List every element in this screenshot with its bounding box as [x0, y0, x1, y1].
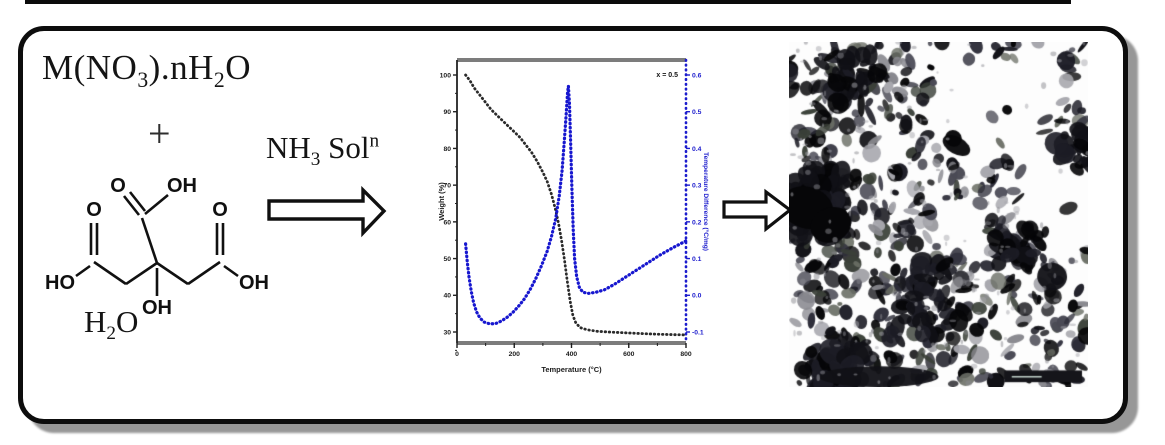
right-tick-label: 0.6 — [692, 72, 702, 79]
plus-sign: + — [148, 111, 171, 156]
right-tick-label: 0.0 — [692, 293, 702, 300]
formula-text: ).nH — [148, 48, 214, 87]
x-tick-label: 800 — [680, 351, 692, 358]
right-axis-title: Temperature Difference (°C/mg) — [702, 152, 710, 251]
formula-text: Sol — [320, 130, 370, 165]
right-tick-label: 0.5 — [692, 109, 702, 116]
plot-annotation: x = 0.5 — [656, 72, 678, 79]
right-tick-label: 0.4 — [692, 146, 702, 153]
atom-label-o: O — [86, 199, 102, 221]
series-1 — [464, 73, 688, 337]
right-tick-label: 0.1 — [692, 256, 702, 263]
left-tick-label: 50 — [443, 256, 451, 263]
formula-sub: 3 — [137, 68, 149, 92]
tga-dta-plot: 100 90 80 70 60 50 40 30 0.6 0.5 0.4 0.3 0.2 0.1 0.0 -0… — [438, 58, 710, 374]
formula-text: M(NO — [42, 48, 138, 87]
arrow-right-icon — [722, 188, 793, 233]
left-tick-label: 80 — [443, 146, 451, 153]
reactant-formula: M(NO3).nH2O — [42, 48, 251, 93]
series-2 — [464, 85, 688, 326]
left-tick-label: 70 — [443, 183, 451, 190]
left-axis-title: Weight (%) — [438, 182, 446, 221]
left-tick-label: 90 — [443, 109, 451, 116]
hydrate-label: H2O — [84, 304, 138, 345]
left-tick-label: 40 — [443, 293, 451, 300]
atom-label-o: O — [110, 175, 126, 197]
atom-label-o: O — [212, 199, 228, 221]
tem-micrograph — [789, 42, 1088, 387]
atom-label-ho: HO — [45, 272, 75, 294]
left-tick-label: 30 — [443, 329, 451, 336]
x-tick-label: 600 — [623, 351, 635, 358]
arrow-right-icon — [267, 186, 387, 238]
formula-text: H — [84, 304, 107, 339]
formula-sub: 3 — [310, 149, 321, 171]
atom-label-oh: OH — [239, 272, 269, 294]
x-axis-title: Temperature (°C) — [541, 365, 602, 374]
formula-text: NH — [266, 130, 311, 165]
citric-acid-structure: O OH O O HO OH OH — [45, 175, 269, 319]
x-tick-label: 0 — [455, 351, 459, 358]
atom-label-oh: OH — [167, 175, 197, 197]
crop-edge-line — [25, 0, 1071, 4]
left-tick-label: 100 — [440, 72, 452, 79]
formula-text: O — [116, 304, 139, 339]
formula-sub: 2 — [213, 68, 226, 92]
atom-label-oh: OH — [142, 297, 172, 319]
reaction-arrow-2 — [722, 188, 793, 233]
left-tick-label: 60 — [443, 219, 451, 226]
reaction-condition-label: NH3 Soln — [266, 130, 379, 171]
bond-lines — [75, 191, 239, 296]
right-tick-label: 0.3 — [692, 183, 702, 190]
right-tick-label: -0.1 — [692, 329, 704, 336]
formula-text: O — [225, 48, 251, 87]
right-tick-label: 0.2 — [692, 219, 702, 226]
formula-sub: 2 — [106, 323, 116, 345]
x-tick-label: 200 — [509, 351, 521, 358]
reaction-arrow-1 — [267, 186, 387, 238]
formula-sup: n — [369, 130, 380, 152]
x-tick-label: 400 — [566, 351, 578, 358]
